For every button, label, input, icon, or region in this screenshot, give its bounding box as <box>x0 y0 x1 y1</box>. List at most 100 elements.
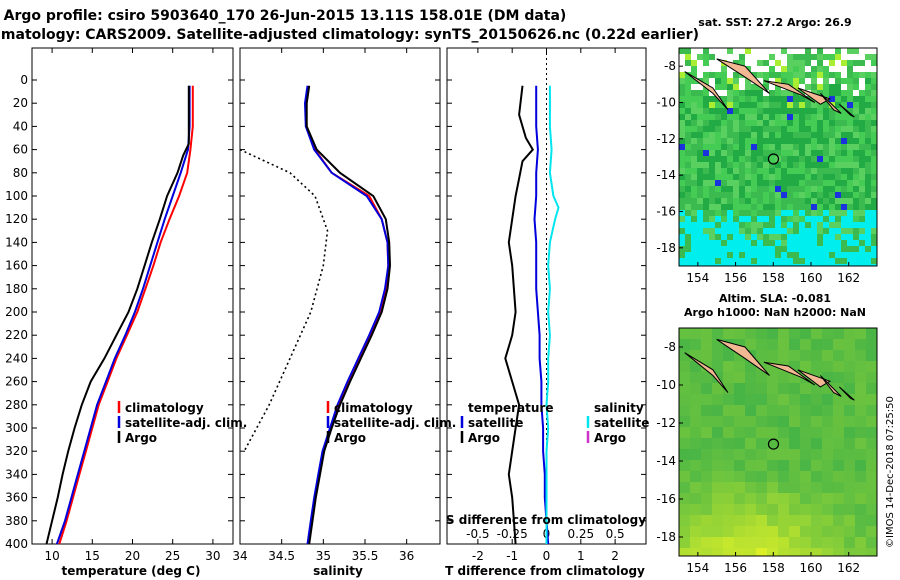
map-cell <box>855 537 866 548</box>
map-cell <box>709 66 715 72</box>
map-cell <box>817 210 823 216</box>
map-cell <box>769 168 775 174</box>
map-cell <box>721 162 727 168</box>
map-cell <box>853 204 859 210</box>
map-cell <box>697 156 703 162</box>
map-cell <box>799 222 805 228</box>
map-cell <box>859 48 865 54</box>
map-cell <box>697 120 703 126</box>
map-cell <box>835 210 841 216</box>
map-cell <box>844 328 855 339</box>
map-cell <box>763 144 769 150</box>
map-cell <box>817 144 823 150</box>
map-cell <box>871 204 877 210</box>
map-cell <box>715 258 721 264</box>
map-cell <box>847 66 853 72</box>
map-cell <box>745 383 756 394</box>
map-cell <box>865 132 871 138</box>
map-cell <box>775 114 781 120</box>
map-cell <box>712 493 723 504</box>
map-cell <box>691 108 697 114</box>
map-cell <box>865 216 871 222</box>
map-cell <box>787 174 793 180</box>
map-cell <box>822 361 833 372</box>
map-cell <box>800 350 811 361</box>
map-cell <box>793 168 799 174</box>
map-cell <box>679 198 685 204</box>
map-cell <box>679 204 685 210</box>
map-cell <box>679 162 685 168</box>
map-cell <box>835 204 841 210</box>
map-cell <box>829 60 835 66</box>
map-cell <box>835 54 841 60</box>
map-cell <box>775 258 781 264</box>
map-cell <box>709 216 715 222</box>
map-cell <box>841 222 847 228</box>
map-cell <box>691 234 697 240</box>
map-cell <box>823 180 829 186</box>
map-cell <box>685 216 691 222</box>
map-cell <box>701 438 712 449</box>
map-cell <box>805 48 811 54</box>
map-cell <box>691 150 697 156</box>
map-cell <box>679 537 690 548</box>
map-cell <box>811 515 822 526</box>
map-cell <box>685 198 691 204</box>
map-cell <box>775 168 781 174</box>
map-frame <box>678 327 878 557</box>
map-cell <box>841 264 847 266</box>
map-cell <box>781 240 787 246</box>
map-cell <box>829 264 835 266</box>
map-cell <box>756 328 767 339</box>
map-cell <box>769 102 775 108</box>
map-cell <box>811 493 822 504</box>
map-cell <box>871 114 877 120</box>
map-x-tick-label: 156 <box>724 561 747 575</box>
map-cell <box>723 493 734 504</box>
map-cell <box>721 132 727 138</box>
map-cell <box>855 460 866 471</box>
map-cell <box>690 361 701 372</box>
map-cell <box>793 78 799 84</box>
map-cell <box>757 96 763 102</box>
map-cell <box>723 504 734 515</box>
map-cell <box>778 482 789 493</box>
map-cell <box>859 120 865 126</box>
map-cell <box>793 186 799 192</box>
map-cell <box>763 198 769 204</box>
map-cell <box>685 192 691 198</box>
map-cell <box>833 515 844 526</box>
map-cell <box>847 192 853 198</box>
map-cell <box>833 548 844 556</box>
map-cell <box>733 102 739 108</box>
map-cell <box>859 78 865 84</box>
map-cell <box>871 216 877 222</box>
map-cell <box>763 120 769 126</box>
map-cell <box>712 416 723 427</box>
map-cell <box>859 114 865 120</box>
map-cell <box>865 240 871 246</box>
map-cell <box>781 264 787 266</box>
map-cell <box>787 216 793 222</box>
map-cell <box>778 372 789 383</box>
map-cell <box>822 493 833 504</box>
map-cell <box>817 180 823 186</box>
map-y-tick-label: -8 <box>664 340 676 354</box>
map-cell <box>787 102 793 108</box>
map-cell <box>721 240 727 246</box>
map-cell <box>800 515 811 526</box>
map-cell <box>855 361 866 372</box>
map-cell <box>733 126 739 132</box>
map-cell <box>685 150 691 156</box>
map-cell <box>823 204 829 210</box>
map-cell <box>691 114 697 120</box>
map-cell <box>793 54 799 60</box>
map-cell <box>841 240 847 246</box>
map-cell <box>775 54 781 60</box>
map-cell <box>679 515 690 526</box>
map-cell <box>811 405 822 416</box>
map-cell <box>835 162 841 168</box>
map-cell <box>769 54 775 60</box>
legend-label-s-satellite: satellite <box>594 416 649 430</box>
title-line-2: Climatology: CARS2009. Satellite-adjuste… <box>0 27 699 43</box>
